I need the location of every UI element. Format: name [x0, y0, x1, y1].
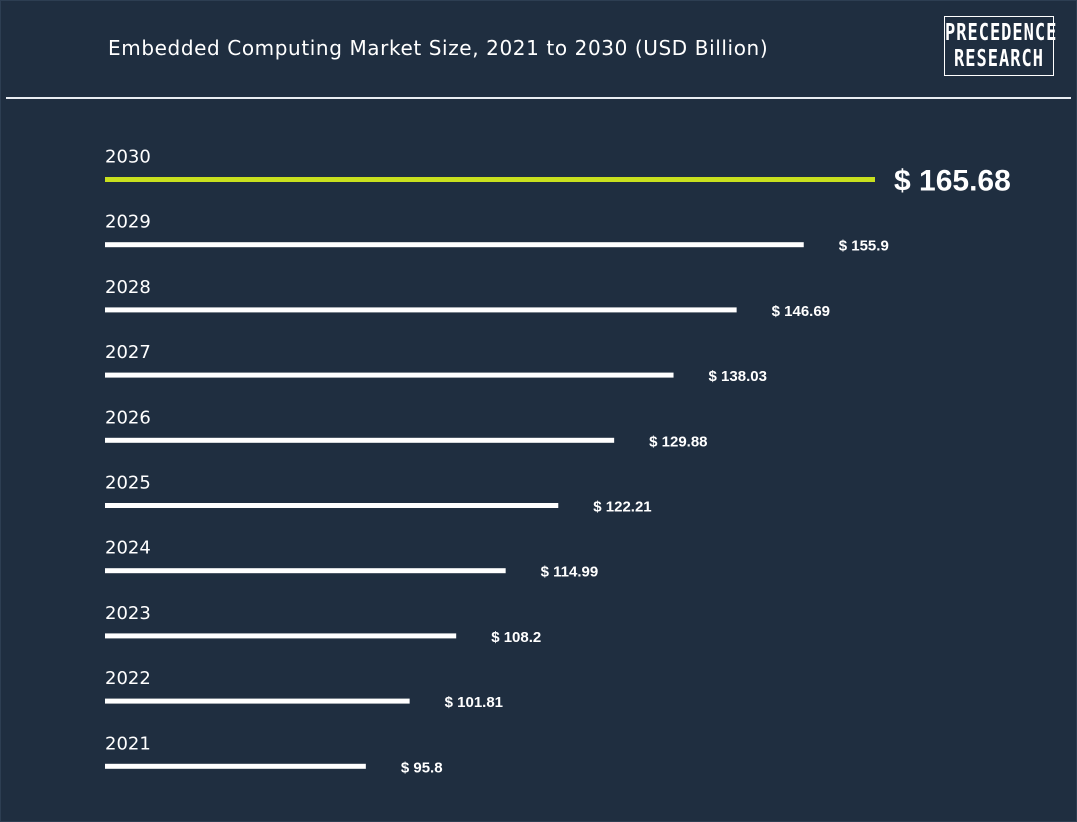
bar-2027: [105, 372, 674, 378]
logo-line-1: PRECEDENCE: [945, 19, 1058, 47]
title-divider: [6, 97, 1071, 99]
category-label-2029: 2029: [105, 212, 151, 233]
value-label-2030: $ 165.68: [894, 165, 1011, 198]
category-label-2022: 2022: [105, 668, 151, 689]
logo-line-2: RESEARCH: [954, 45, 1044, 73]
category-label-2028: 2028: [105, 277, 151, 298]
bar-2029: [105, 242, 804, 248]
precedence-research-logo: PRECEDENCE RESEARCH: [944, 16, 1058, 76]
value-label-2021: $ 95.8: [401, 759, 443, 776]
category-label-2021: 2021: [105, 733, 151, 754]
value-label-2025: $ 122.21: [593, 499, 651, 516]
chart-title: Embedded Computing Market Size, 2021 to …: [108, 36, 769, 60]
value-label-2026: $ 129.88: [649, 433, 707, 450]
bar-2021: [105, 763, 366, 769]
value-label-2027: $ 138.03: [709, 368, 767, 385]
category-label-2024: 2024: [105, 538, 151, 559]
value-label-2028: $ 146.69: [772, 303, 830, 320]
bar-2024: [105, 568, 506, 574]
bar-2022: [105, 698, 410, 704]
bar-2026: [105, 437, 615, 443]
category-label-2027: 2027: [105, 342, 151, 363]
value-label-2022: $ 101.81: [445, 694, 503, 711]
category-label-2025: 2025: [105, 473, 151, 494]
category-label-2023: 2023: [105, 603, 151, 624]
bar-2028: [105, 307, 737, 313]
bar-2025: [105, 503, 559, 508]
category-label-2030: 2030: [105, 147, 151, 168]
category-label-2026: 2026: [105, 407, 151, 428]
value-label-2029: $ 155.9: [839, 238, 889, 255]
value-label-2023: $ 108.2: [491, 629, 541, 646]
bar-2023: [105, 633, 457, 639]
value-label-2024: $ 114.99: [541, 564, 599, 581]
bar-2030: [105, 177, 875, 182]
